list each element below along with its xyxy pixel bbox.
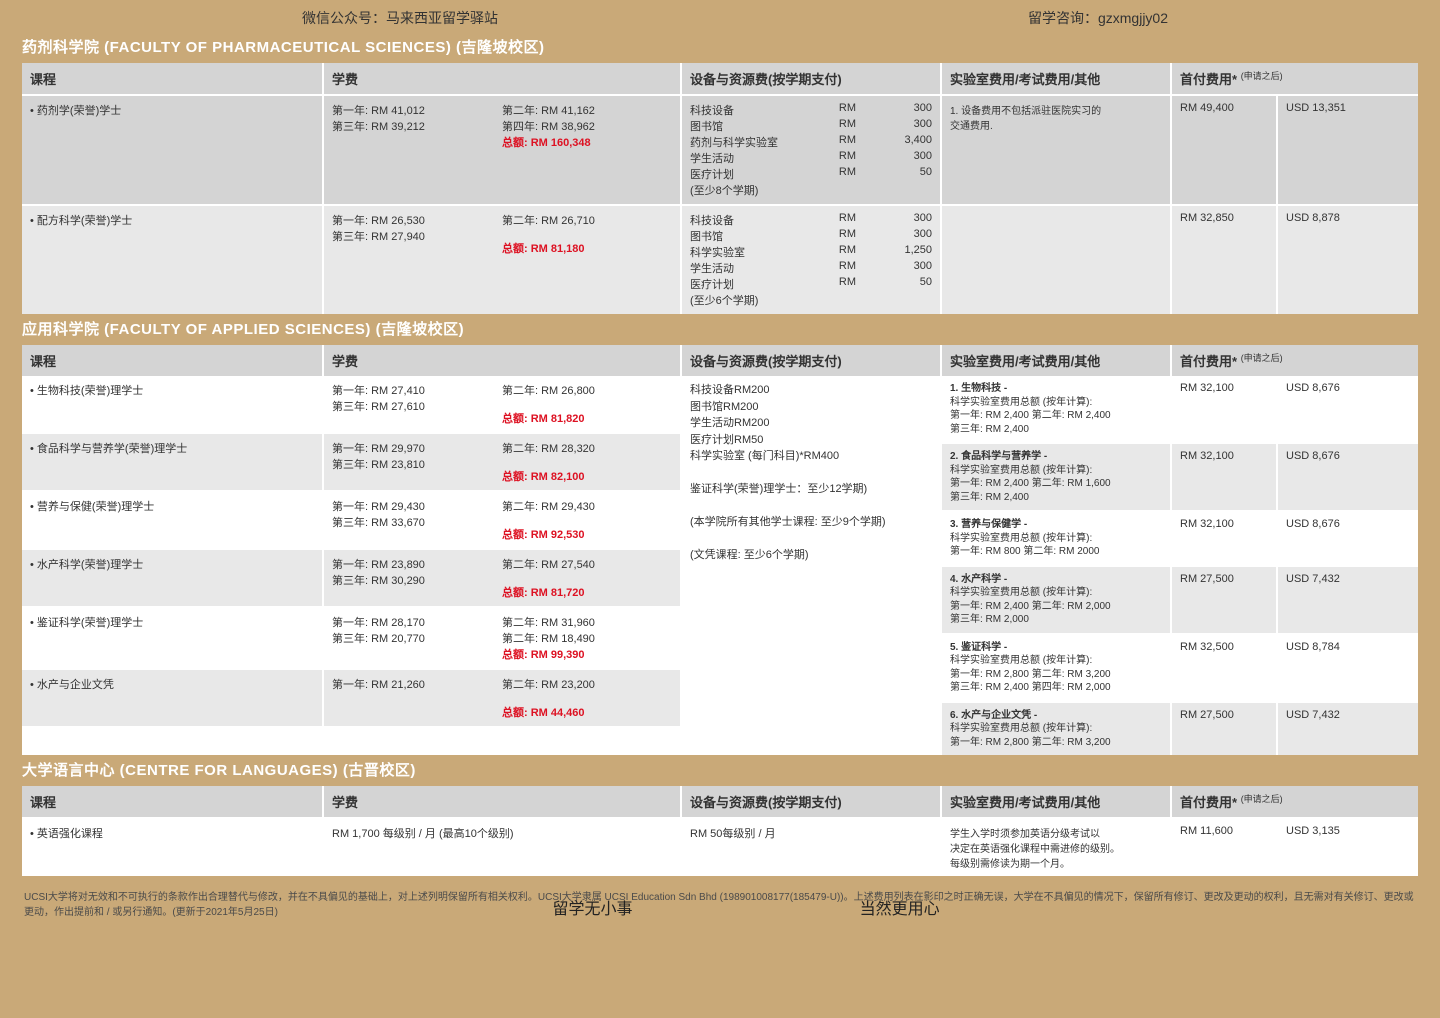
table-row: • 鉴证科学(荣誉)理学士 第一年: RM 28,170第三年: RM 20,7… [22,606,680,668]
slogan-2: 当然更用心 [860,898,940,922]
table-row: 4. 水产科学 - 科学实验室费用总额 (按年计算): 第一年: RM 2,40… [940,565,1418,633]
applied-equip-cell: 科技设备RM200图书馆RM200学生活动RM200医疗计划RM50科学实验室 … [680,376,940,755]
slogan-1: 留学无小事 [552,898,632,922]
table-header: 课程 学费 设备与资源费(按学期支付) 实验室费用/考试费用/其他 首付费用* … [22,63,1418,94]
wechat-label: 微信公众号：马来西亚留学驿站 [22,8,1028,28]
consult-label: 留学咨询：gzxmgjjy02 [1028,8,1418,28]
applied-title: 应用科学院 (FACULTY OF APPLIED SCIENCES) (吉隆坡… [22,314,1418,345]
table-header: 课程 学费 设备与资源费(按学期支付) 实验室费用/考试费用/其他 首付费用* … [22,345,1418,376]
table-row: • 英语强化课程 RM 1,700 每级别 / 月 (最高10个级别) RM 5… [22,817,1418,876]
table-row: • 食品科学与营养学(荣誉)理学士 第一年: RM 29,970第三年: RM … [22,432,680,490]
table-row: 6. 水产与企业文凭 - 科学实验室费用总额 (按年计算): 第一年: RM 2… [940,701,1418,756]
footer: UCSI大学将对无效和不可执行的条款作出合理替代与修改，并在不具偏见的基础上，对… [22,876,1418,926]
table-row: • 生物科技(荣誉)理学士 第一年: RM 27,410第三年: RM 27,6… [22,376,680,432]
pharma-table: 课程 学费 设备与资源费(按学期支付) 实验室费用/考试费用/其他 首付费用* … [22,63,1418,314]
table-row: 3. 营养与保健学 - 科学实验室费用总额 (按年计算): 第一年: RM 80… [940,510,1418,565]
table-row: • 药剂学(荣誉)学士 第一年: RM 41,012第三年: RM 39,212… [22,94,1418,204]
top-bar: 微信公众号：马来西亚留学驿站 留学咨询：gzxmgjjy02 [22,0,1418,32]
lang-table: 课程 学费 设备与资源费(按学期支付) 实验室费用/考试费用/其他 首付费用* … [22,786,1418,876]
table-row: 5. 鉴证科学 - 科学实验室费用总额 (按年计算): 第一年: RM 2,80… [940,633,1418,701]
pharma-title: 药剂科学院 (FACULTY OF PHARMACEUTICAL SCIENCE… [22,32,1418,63]
table-row: 1. 生物科技 - 科学实验室费用总额 (按年计算): 第一年: RM 2,40… [940,376,1418,442]
table-row: • 水产科学(荣誉)理学士 第一年: RM 23,890第三年: RM 30,2… [22,548,680,606]
table-row: 2. 食品科学与营养学 - 科学实验室费用总额 (按年计算): 第一年: RM … [940,442,1418,510]
applied-table: 课程 学费 设备与资源费(按学期支付) 实验室费用/考试费用/其他 首付费用* … [22,345,1418,755]
table-header: 课程 学费 设备与资源费(按学期支付) 实验室费用/考试费用/其他 首付费用* … [22,786,1418,817]
table-row: • 营养与保健(荣誉)理学士 第一年: RM 29,430第三年: RM 33,… [22,490,680,548]
table-row: • 配方科学(荣誉)学士 第一年: RM 26,530第三年: RM 27,94… [22,204,1418,314]
lang-title: 大学语言中心 (CENTRE FOR LANGUAGES) (古晋校区) [22,755,1418,786]
table-row: • 水产与企业文凭 第一年: RM 21,260 第二年: RM 23,200总… [22,668,680,726]
